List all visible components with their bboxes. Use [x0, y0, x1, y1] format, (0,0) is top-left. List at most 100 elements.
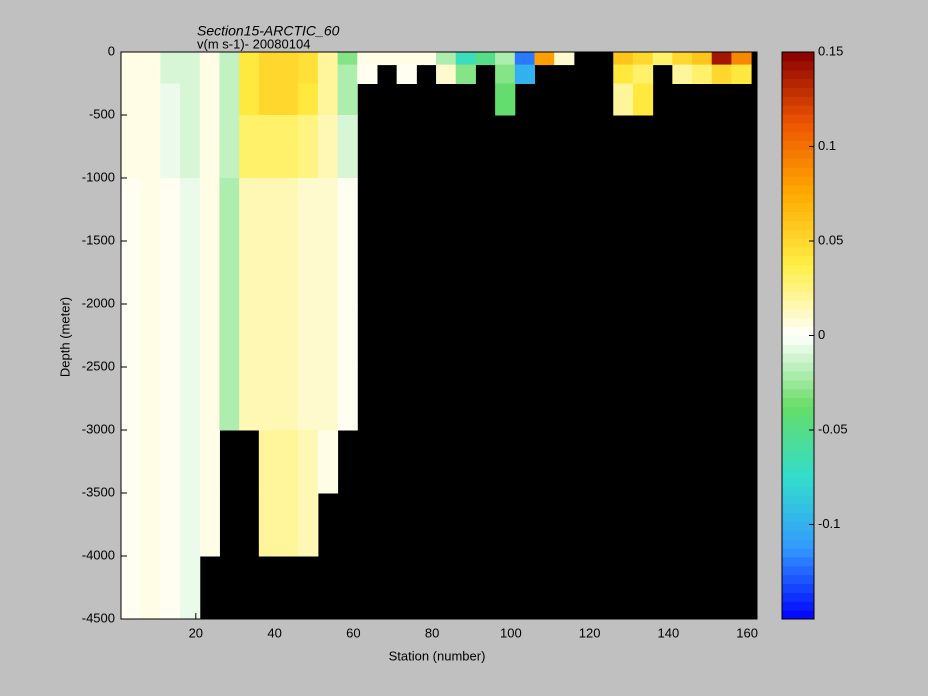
heatmap-cell — [140, 367, 161, 431]
y-tick-label: -1500 — [82, 232, 115, 247]
heatmap-cell — [317, 52, 339, 66]
heatmap-cell — [199, 52, 220, 66]
heatmap-cell — [711, 64, 732, 84]
heatmap-cell — [121, 83, 142, 116]
heatmap-cell — [337, 178, 358, 242]
heatmap-cell — [495, 52, 516, 66]
y-tick-label: -2000 — [82, 295, 115, 310]
heatmap-cell — [298, 367, 319, 431]
heatmap-cell — [180, 304, 201, 368]
heatmap-cell — [258, 304, 280, 368]
colorbar-swatch — [782, 317, 814, 328]
heatmap-cell — [180, 52, 201, 66]
y-axis-label: Depth (meter) — [57, 297, 72, 377]
heatmap-cell — [317, 367, 339, 431]
colorbar-swatch — [782, 344, 814, 354]
heatmap-cell — [337, 367, 358, 431]
x-tick-label: 40 — [267, 625, 281, 640]
heatmap-cell — [396, 64, 417, 84]
heatmap-cell — [258, 64, 280, 84]
heatmap-cell — [514, 64, 535, 84]
colorbar-swatch — [782, 565, 814, 576]
heatmap-cell — [298, 241, 319, 305]
heatmap-cell — [239, 367, 260, 431]
heatmap-cell — [317, 241, 339, 305]
colorbar-swatch — [782, 335, 814, 345]
y-tick-label: 0 — [108, 43, 115, 58]
colorbar-swatch — [782, 459, 814, 469]
heatmap-cell — [258, 430, 280, 494]
heatmap-cell — [160, 64, 181, 84]
heatmap-cell — [199, 367, 220, 431]
heatmap-cell — [258, 178, 280, 242]
y-tick-label: -2500 — [82, 358, 115, 373]
heatmap-cell — [121, 493, 142, 557]
heatmap-cell — [140, 430, 161, 494]
heatmap-cell — [121, 556, 142, 620]
colorbar-swatch — [782, 149, 814, 159]
heatmap-cell — [278, 241, 299, 305]
heatmap-cell — [278, 493, 299, 557]
heatmap-cell — [219, 304, 240, 368]
colorbar-swatch — [782, 326, 814, 336]
colorbar-swatch — [782, 291, 814, 301]
heatmap-cell — [711, 52, 732, 66]
colorbar-swatch — [782, 539, 814, 549]
heatmap-cell — [278, 430, 299, 494]
heatmap-cell — [160, 556, 181, 620]
heatmap-cell — [731, 52, 752, 66]
heatmap-cell — [121, 367, 142, 431]
heatmap-cell — [180, 556, 201, 620]
heatmap-cell — [317, 304, 339, 368]
heatmap-cell — [121, 64, 142, 84]
colorbar-swatch — [782, 610, 814, 620]
colorbar-swatch — [782, 512, 814, 523]
heatmap-cell — [436, 52, 457, 66]
heatmap-cell — [239, 304, 260, 368]
heatmap-cell — [337, 241, 358, 305]
colorbar-swatch — [782, 69, 814, 80]
colorbar-swatch — [782, 450, 814, 461]
colorbar-swatch — [782, 441, 814, 452]
colorbar-swatch — [782, 388, 814, 399]
heatmap-cell — [337, 64, 358, 84]
colorbar-swatch — [782, 362, 814, 372]
heatmap-cell — [140, 304, 161, 368]
x-tick-label: 160 — [736, 625, 758, 640]
colorbar-swatch — [782, 494, 814, 505]
heatmap-cell — [455, 52, 476, 66]
heatmap-cell — [534, 52, 555, 66]
heatmap-cell — [416, 52, 437, 66]
heatmap-cell — [632, 52, 654, 66]
heatmap-cell — [278, 52, 299, 66]
colorbar-swatch — [782, 415, 814, 425]
colorbar-swatch — [782, 601, 814, 611]
heatmap-cell — [298, 115, 319, 179]
x-axis-label: Station (number) — [389, 648, 486, 663]
chart-subtitle: v(m s-1)- 20080104 — [197, 36, 310, 51]
colorbar-swatch — [782, 273, 814, 283]
colorbar-swatch — [782, 424, 814, 434]
colorbar-swatch — [782, 308, 814, 319]
heatmap-cell — [219, 83, 240, 116]
x-tick-label: 120 — [579, 625, 601, 640]
heatmap-cell — [180, 83, 201, 116]
heatmap-cell — [396, 52, 417, 66]
chart-title: Section15-ARCTIC_60 — [197, 23, 340, 39]
heatmap-cell — [337, 52, 358, 66]
colorbar-swatch — [782, 60, 814, 71]
y-tick-label: -3500 — [82, 484, 115, 499]
colorbar-swatch — [782, 87, 814, 97]
y-tick-label: -3000 — [82, 421, 115, 436]
colorbar-swatch — [782, 52, 814, 62]
heatmap-cell — [140, 115, 161, 179]
heatmap-cell — [298, 493, 319, 557]
heatmap-cell — [180, 430, 201, 494]
colorbar-swatch — [782, 220, 814, 230]
colorbar-tick-label: 0 — [818, 327, 825, 342]
colorbar-swatch — [782, 158, 814, 168]
heatmap-cell — [160, 178, 181, 242]
colorbar-swatch — [782, 548, 814, 558]
colorbar-swatch — [782, 176, 814, 186]
heatmap-cell — [199, 115, 220, 179]
